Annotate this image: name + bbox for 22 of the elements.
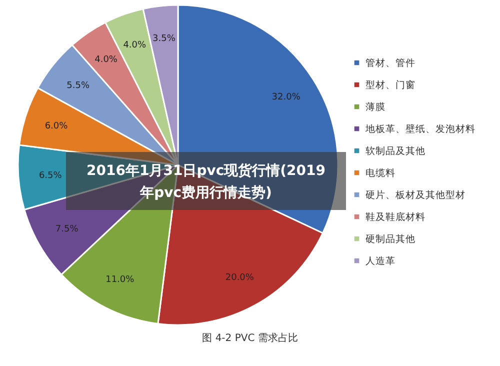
data-label: 6.0% bbox=[44, 121, 68, 132]
caption: 图 4-2 PVC 需求占比 bbox=[202, 332, 298, 344]
data-label: 11.0% bbox=[106, 275, 135, 286]
data-label: 32.0% bbox=[272, 92, 301, 102]
data-label: 4.0% bbox=[123, 40, 147, 51]
data-label: 20.0% bbox=[225, 273, 254, 284]
data-label: 6.5% bbox=[38, 171, 62, 182]
data-label: 4.0% bbox=[94, 55, 118, 66]
data-label: 7.5% bbox=[55, 224, 79, 234]
legend-label: 电缆料 bbox=[366, 166, 396, 179]
legend-label: 薄膜 bbox=[366, 100, 386, 113]
legend-label: 地板革、壁纸、发泡材料 bbox=[364, 122, 476, 135]
legend-label: 管材、管件 bbox=[366, 56, 416, 69]
legend-label: 硬制品其他 bbox=[366, 232, 416, 245]
text: 2016年1月31日pvc现货行情(2019年pvc费用行情走势) bbox=[86, 163, 326, 201]
legend-label: 人造革 bbox=[366, 254, 396, 267]
legend-label: 硬片、板材及其他型材 bbox=[366, 188, 466, 201]
data-label: 3.5% bbox=[152, 34, 176, 44]
legend-label: 鞋及鞋底材料 bbox=[366, 210, 426, 223]
legend-label: 软制品及其他 bbox=[366, 144, 426, 157]
legend-label: 型材、门窗 bbox=[366, 78, 416, 91]
data-label: 5.5% bbox=[66, 80, 90, 91]
